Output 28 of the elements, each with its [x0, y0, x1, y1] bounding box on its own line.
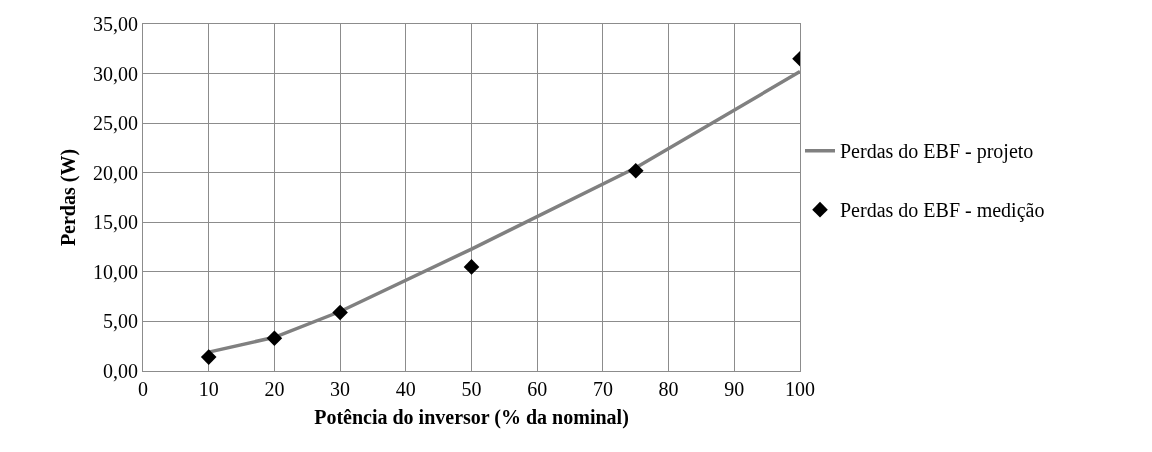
- point: [200, 349, 217, 365]
- y-axis-title: Perdas (W): [56, 148, 80, 247]
- y-tick-label: 25,00: [93, 112, 138, 135]
- x-tick-label: 30: [330, 378, 351, 400]
- x-tick-label: 70: [592, 378, 613, 400]
- y-tick-label: 30,00: [93, 62, 138, 85]
- x-tick-label: 40: [395, 378, 416, 400]
- y-tick-label: 10,00: [93, 260, 138, 283]
- y-tick-label: 15,00: [93, 211, 138, 234]
- x-tick-label: 20: [264, 378, 285, 400]
- y-tick-label: 20,00: [93, 161, 138, 184]
- point: [332, 304, 348, 321]
- point: [463, 259, 480, 275]
- point: [266, 330, 283, 347]
- x-axis-title: Potência do inversor (% da nominal): [314, 405, 629, 429]
- x-tick-label: 90: [724, 378, 745, 400]
- x-tick-label: 100: [785, 378, 815, 400]
- x-tick-label: 0: [138, 378, 148, 400]
- legend-label: Perdas do EBF - projeto: [840, 140, 1034, 164]
- y-tick-label: 5,00: [103, 310, 138, 333]
- x-tick-label: 50: [461, 378, 482, 400]
- legend-label: Perdas do EBF - medição: [840, 199, 1045, 223]
- x-tick-label: 60: [527, 378, 548, 400]
- x-tick-label: 80: [658, 378, 679, 400]
- x-tick-label: 10: [198, 378, 219, 400]
- point: [627, 162, 644, 179]
- y-tick-label: 0,00: [103, 360, 138, 382]
- y-tick-label: 35,00: [93, 13, 138, 35]
